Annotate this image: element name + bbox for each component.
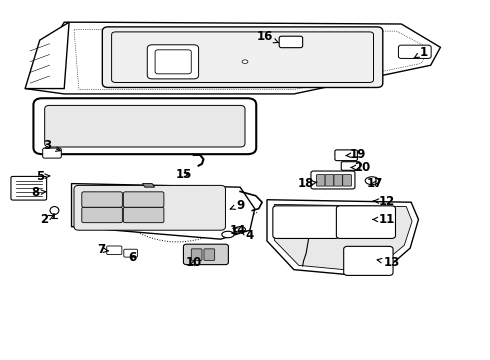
FancyBboxPatch shape <box>123 192 164 207</box>
FancyBboxPatch shape <box>343 246 393 275</box>
FancyBboxPatch shape <box>102 27 383 87</box>
Text: 17: 17 <box>367 177 383 190</box>
Text: 18: 18 <box>298 177 317 190</box>
FancyBboxPatch shape <box>398 45 431 58</box>
Text: 2: 2 <box>41 213 54 226</box>
FancyBboxPatch shape <box>343 175 351 186</box>
Ellipse shape <box>235 226 245 232</box>
Text: 1: 1 <box>414 46 427 59</box>
FancyBboxPatch shape <box>82 207 122 223</box>
FancyBboxPatch shape <box>45 105 245 147</box>
Ellipse shape <box>50 207 59 215</box>
Text: 10: 10 <box>186 256 202 269</box>
FancyBboxPatch shape <box>112 32 373 82</box>
FancyBboxPatch shape <box>147 45 198 79</box>
FancyBboxPatch shape <box>311 171 355 189</box>
Ellipse shape <box>365 177 379 185</box>
Polygon shape <box>267 200 418 275</box>
Text: 15: 15 <box>176 168 192 181</box>
Text: 9: 9 <box>230 199 244 212</box>
FancyBboxPatch shape <box>325 175 334 186</box>
FancyBboxPatch shape <box>335 150 357 161</box>
Ellipse shape <box>222 231 234 238</box>
FancyBboxPatch shape <box>183 244 228 265</box>
FancyBboxPatch shape <box>123 207 164 223</box>
FancyBboxPatch shape <box>107 246 122 255</box>
Text: 3: 3 <box>43 139 60 152</box>
Text: 5: 5 <box>36 170 50 183</box>
Text: 8: 8 <box>31 186 46 199</box>
FancyBboxPatch shape <box>124 249 138 257</box>
Text: 20: 20 <box>351 161 370 174</box>
Polygon shape <box>25 22 69 89</box>
Text: 16: 16 <box>256 30 278 43</box>
FancyBboxPatch shape <box>341 162 360 170</box>
Text: 19: 19 <box>346 148 366 161</box>
FancyBboxPatch shape <box>82 192 122 207</box>
FancyBboxPatch shape <box>204 249 215 260</box>
Text: 7: 7 <box>97 243 108 256</box>
Text: 6: 6 <box>128 251 137 264</box>
FancyBboxPatch shape <box>279 36 303 48</box>
Ellipse shape <box>242 60 248 63</box>
Polygon shape <box>274 204 412 270</box>
FancyBboxPatch shape <box>191 249 202 260</box>
FancyBboxPatch shape <box>33 98 256 154</box>
Text: 14: 14 <box>229 224 246 237</box>
FancyBboxPatch shape <box>273 206 339 238</box>
Text: 12: 12 <box>373 195 395 208</box>
Polygon shape <box>25 22 441 94</box>
Text: 11: 11 <box>373 213 395 226</box>
FancyBboxPatch shape <box>334 175 343 186</box>
FancyBboxPatch shape <box>43 148 61 158</box>
Polygon shape <box>143 184 155 187</box>
FancyBboxPatch shape <box>317 175 325 186</box>
Text: 13: 13 <box>377 256 400 269</box>
FancyBboxPatch shape <box>336 206 395 238</box>
FancyBboxPatch shape <box>11 176 47 200</box>
Text: 4: 4 <box>241 229 254 242</box>
FancyBboxPatch shape <box>155 50 191 74</box>
FancyBboxPatch shape <box>74 185 225 230</box>
Polygon shape <box>72 184 255 239</box>
